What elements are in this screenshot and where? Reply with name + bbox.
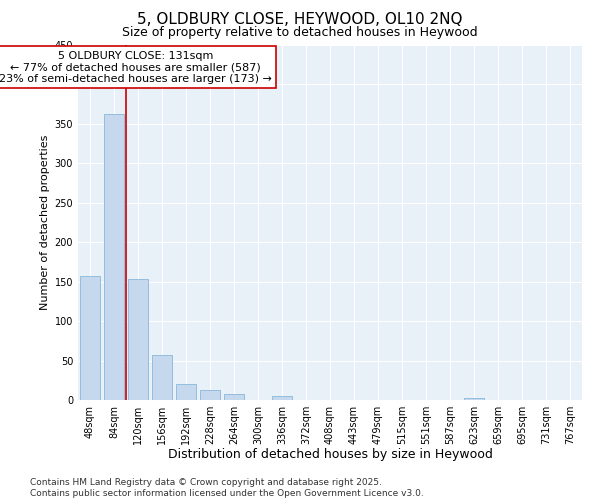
Text: 5 OLDBURY CLOSE: 131sqm
← 77% of detached houses are smaller (587)
23% of semi-d: 5 OLDBURY CLOSE: 131sqm ← 77% of detache… bbox=[0, 50, 272, 84]
Text: Size of property relative to detached houses in Heywood: Size of property relative to detached ho… bbox=[122, 26, 478, 39]
Bar bbox=[176, 384, 196, 400]
Y-axis label: Number of detached properties: Number of detached properties bbox=[40, 135, 50, 310]
Text: 5, OLDBURY CLOSE, HEYWOOD, OL10 2NQ: 5, OLDBURY CLOSE, HEYWOOD, OL10 2NQ bbox=[137, 12, 463, 28]
Bar bbox=[128, 280, 148, 400]
Bar bbox=[464, 398, 484, 400]
Bar bbox=[224, 394, 244, 400]
Bar bbox=[104, 114, 124, 400]
Bar bbox=[200, 390, 220, 400]
Bar bbox=[152, 355, 172, 400]
Bar bbox=[272, 396, 292, 400]
X-axis label: Distribution of detached houses by size in Heywood: Distribution of detached houses by size … bbox=[167, 448, 493, 462]
Text: Contains HM Land Registry data © Crown copyright and database right 2025.
Contai: Contains HM Land Registry data © Crown c… bbox=[30, 478, 424, 498]
Bar bbox=[80, 276, 100, 400]
